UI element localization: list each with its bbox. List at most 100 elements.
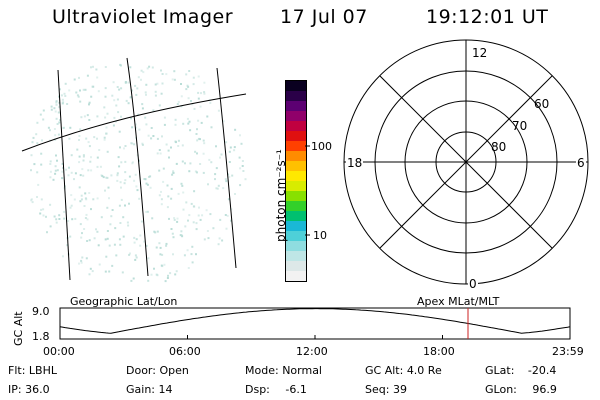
uv-speckle bbox=[163, 263, 166, 266]
uv-speckle bbox=[168, 217, 170, 220]
uv-speckle bbox=[188, 70, 191, 72]
uv-speckle bbox=[50, 105, 53, 108]
uv-speckle bbox=[119, 146, 121, 149]
uv-speckle bbox=[153, 267, 155, 270]
lat-label-80: 80 bbox=[491, 140, 507, 154]
uv-speckle bbox=[170, 197, 173, 200]
uv-speckle bbox=[160, 198, 163, 201]
colorbar-segment bbox=[286, 111, 306, 121]
uv-speckle bbox=[161, 253, 164, 256]
uv-speckle bbox=[155, 273, 158, 276]
uv-speckle bbox=[177, 100, 180, 103]
uv-speckle bbox=[104, 270, 107, 273]
uv-speckle bbox=[55, 103, 58, 106]
uv-speckle bbox=[78, 76, 80, 79]
uv-speckle bbox=[134, 173, 137, 176]
uv-speckle bbox=[184, 225, 187, 228]
uv-speckle bbox=[61, 98, 64, 101]
uv-speckle bbox=[192, 205, 195, 208]
uv-speckle bbox=[120, 161, 123, 164]
uv-speckle bbox=[99, 165, 102, 168]
uv-speckle bbox=[69, 126, 72, 129]
uv-speckle bbox=[92, 85, 95, 88]
uv-speckle bbox=[130, 279, 133, 282]
uv-speckle bbox=[224, 178, 227, 181]
uv-speckle bbox=[55, 100, 58, 103]
uv-speckle bbox=[186, 84, 189, 87]
uv-speckle bbox=[78, 262, 80, 265]
uv-speckle bbox=[197, 91, 200, 94]
uv-speckle bbox=[134, 254, 137, 257]
uv-speckle bbox=[85, 137, 88, 140]
uv-speckle bbox=[186, 117, 189, 120]
uv-speckle bbox=[80, 194, 83, 197]
uv-speckle bbox=[201, 214, 204, 217]
colorbar-segment bbox=[286, 191, 306, 201]
uv-speckle bbox=[242, 170, 245, 172]
uv-speckle bbox=[76, 148, 79, 151]
uv-speckle bbox=[172, 172, 175, 174]
uv-speckle bbox=[181, 160, 184, 163]
time-tick-label: 18:00 bbox=[423, 345, 455, 358]
time-tick-label: 23:59 bbox=[552, 345, 584, 358]
uv-speckle bbox=[227, 198, 230, 201]
uv-speckle bbox=[164, 280, 167, 283]
uv-speckle bbox=[165, 244, 168, 247]
uv-speckle bbox=[191, 103, 194, 106]
uv-speckle bbox=[228, 150, 231, 153]
uv-speckle bbox=[119, 222, 122, 224]
uv-speckle bbox=[197, 97, 200, 100]
uv-speckle bbox=[124, 171, 127, 174]
uv-speckle bbox=[171, 232, 174, 235]
info-value: 14 bbox=[158, 383, 173, 396]
uv-speckle bbox=[76, 94, 79, 97]
uv-speckle bbox=[88, 145, 91, 148]
uv-speckle bbox=[65, 168, 68, 171]
uv-speckle bbox=[136, 189, 139, 192]
uv-speckle bbox=[241, 160, 244, 162]
colorbar-segment bbox=[286, 211, 306, 221]
uv-speckle bbox=[228, 161, 231, 163]
uv-speckle bbox=[143, 240, 146, 243]
uv-speckle bbox=[139, 234, 142, 237]
uv-speckle bbox=[117, 156, 120, 159]
time-tick-label: 12:00 bbox=[296, 345, 328, 358]
uv-speckle bbox=[203, 238, 206, 241]
uv-speckle bbox=[53, 215, 56, 218]
uv-speckle bbox=[189, 129, 192, 132]
uv-speckle bbox=[116, 179, 119, 182]
uv-speckle bbox=[120, 198, 123, 201]
uv-speckle bbox=[202, 171, 205, 174]
uv-speckle bbox=[137, 76, 140, 79]
uv-speckle bbox=[174, 273, 177, 276]
uv-speckle bbox=[158, 169, 161, 172]
uv-speckle bbox=[68, 89, 71, 92]
uv-speckle bbox=[105, 255, 108, 258]
uv-speckle bbox=[174, 118, 177, 121]
uv-speckle bbox=[121, 271, 124, 274]
info-value: Open bbox=[159, 364, 189, 377]
longitude-line-right bbox=[216, 67, 237, 269]
uv-speckle bbox=[152, 109, 155, 112]
uv-speckle bbox=[107, 186, 110, 189]
mlt-label-12: 12 bbox=[471, 46, 489, 60]
uv-speckle bbox=[42, 208, 45, 211]
uv-speckle bbox=[104, 95, 107, 98]
uv-speckle bbox=[63, 210, 66, 213]
uv-speckle bbox=[184, 162, 186, 165]
colorbar-segment bbox=[286, 151, 306, 161]
uv-speckle bbox=[150, 137, 153, 140]
uv-speckle bbox=[55, 117, 58, 120]
uv-speckle bbox=[214, 178, 216, 181]
uv-speckle bbox=[122, 216, 125, 219]
uv-speckle bbox=[49, 129, 51, 132]
uv-speckle bbox=[88, 119, 91, 121]
uv-speckle bbox=[49, 163, 52, 165]
uv-speckle bbox=[169, 272, 172, 275]
uv-speckle bbox=[58, 218, 61, 220]
colorbar-segment bbox=[286, 161, 306, 171]
uv-speckle bbox=[188, 214, 191, 217]
mlt-label-18: 18 bbox=[346, 156, 364, 170]
colorbar-segment bbox=[286, 171, 306, 181]
uv-speckle bbox=[103, 136, 106, 139]
